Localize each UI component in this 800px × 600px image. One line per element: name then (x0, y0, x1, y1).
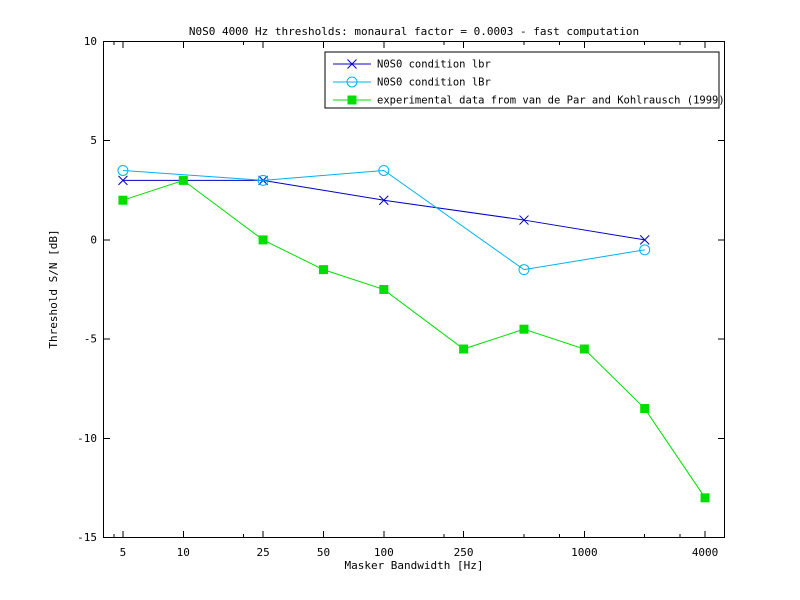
legend-label: N0S0 condition lBr (377, 77, 491, 89)
series-marker-2 (459, 344, 469, 354)
legend-swatch-marker (347, 59, 357, 69)
y-tick-label: 10 (84, 35, 97, 48)
chart-title: N0S0 4000 Hz thresholds: monaural factor… (189, 25, 639, 38)
series-2 (118, 175, 710, 503)
legend: N0S0 condition lbr N0S0 condition lBr expe… (324, 51, 725, 109)
series-marker-1 (378, 164, 390, 176)
legend-swatch-marker (347, 95, 357, 105)
series-line-2 (122, 179, 706, 499)
series-line-0 (122, 179, 645, 241)
x-tick-label: 5 (120, 546, 127, 559)
legend-box (324, 51, 720, 109)
series-marker-0 (639, 235, 650, 245)
series-marker-0 (118, 175, 128, 186)
x-tick-label: 100 (374, 546, 394, 559)
legend-entry-2: experimental data from van de Par and Ko… (333, 95, 725, 107)
y-axis-label: Threshold S/N [dB] (47, 229, 60, 348)
series-line-1 (122, 169, 645, 271)
y-tick-label: 5 (90, 134, 97, 147)
x-axis-label: Masker Bandwidth [Hz] (344, 559, 483, 572)
legend-swatch-marker (346, 76, 358, 88)
series-marker-1 (117, 164, 129, 176)
legend-entry-0: N0S0 condition lbr (333, 59, 491, 71)
y-tick-label: 0 (90, 233, 97, 246)
x-tick-label: 4000 (692, 546, 719, 559)
x-tick-label: 10 (177, 546, 190, 559)
x-tick-label: 250 (454, 546, 474, 559)
series-marker-2 (379, 285, 389, 294)
series-marker-2 (178, 175, 188, 185)
series-marker-1 (639, 244, 651, 256)
legend-label: experimental data from van de Par and Ko… (377, 95, 725, 107)
legend-label: N0S0 condition lbr (377, 59, 491, 71)
series-marker-2 (640, 404, 650, 414)
y-tick-label: -10 (77, 432, 97, 445)
y-tick-label: -15 (77, 531, 97, 544)
series-marker-2 (700, 493, 710, 503)
series-marker-1 (518, 264, 530, 276)
series-0 (118, 175, 650, 245)
series-marker-2 (258, 235, 268, 245)
series-marker-0 (519, 215, 529, 225)
series-marker-1 (257, 174, 269, 186)
y-tick-label: -5 (84, 333, 97, 346)
series-marker-0 (378, 195, 389, 206)
series-marker-2 (579, 344, 589, 354)
legend-entry-1: N0S0 condition lBr (333, 76, 491, 89)
x-tick-label: 25 (256, 546, 269, 559)
series-marker-2 (118, 195, 128, 205)
plot-box (103, 41, 725, 538)
x-tick-label: 50 (317, 546, 330, 559)
series-1 (117, 164, 651, 276)
x-tick-label: 1000 (571, 546, 598, 559)
series-marker-2 (519, 324, 529, 334)
series-marker-2 (318, 265, 328, 275)
